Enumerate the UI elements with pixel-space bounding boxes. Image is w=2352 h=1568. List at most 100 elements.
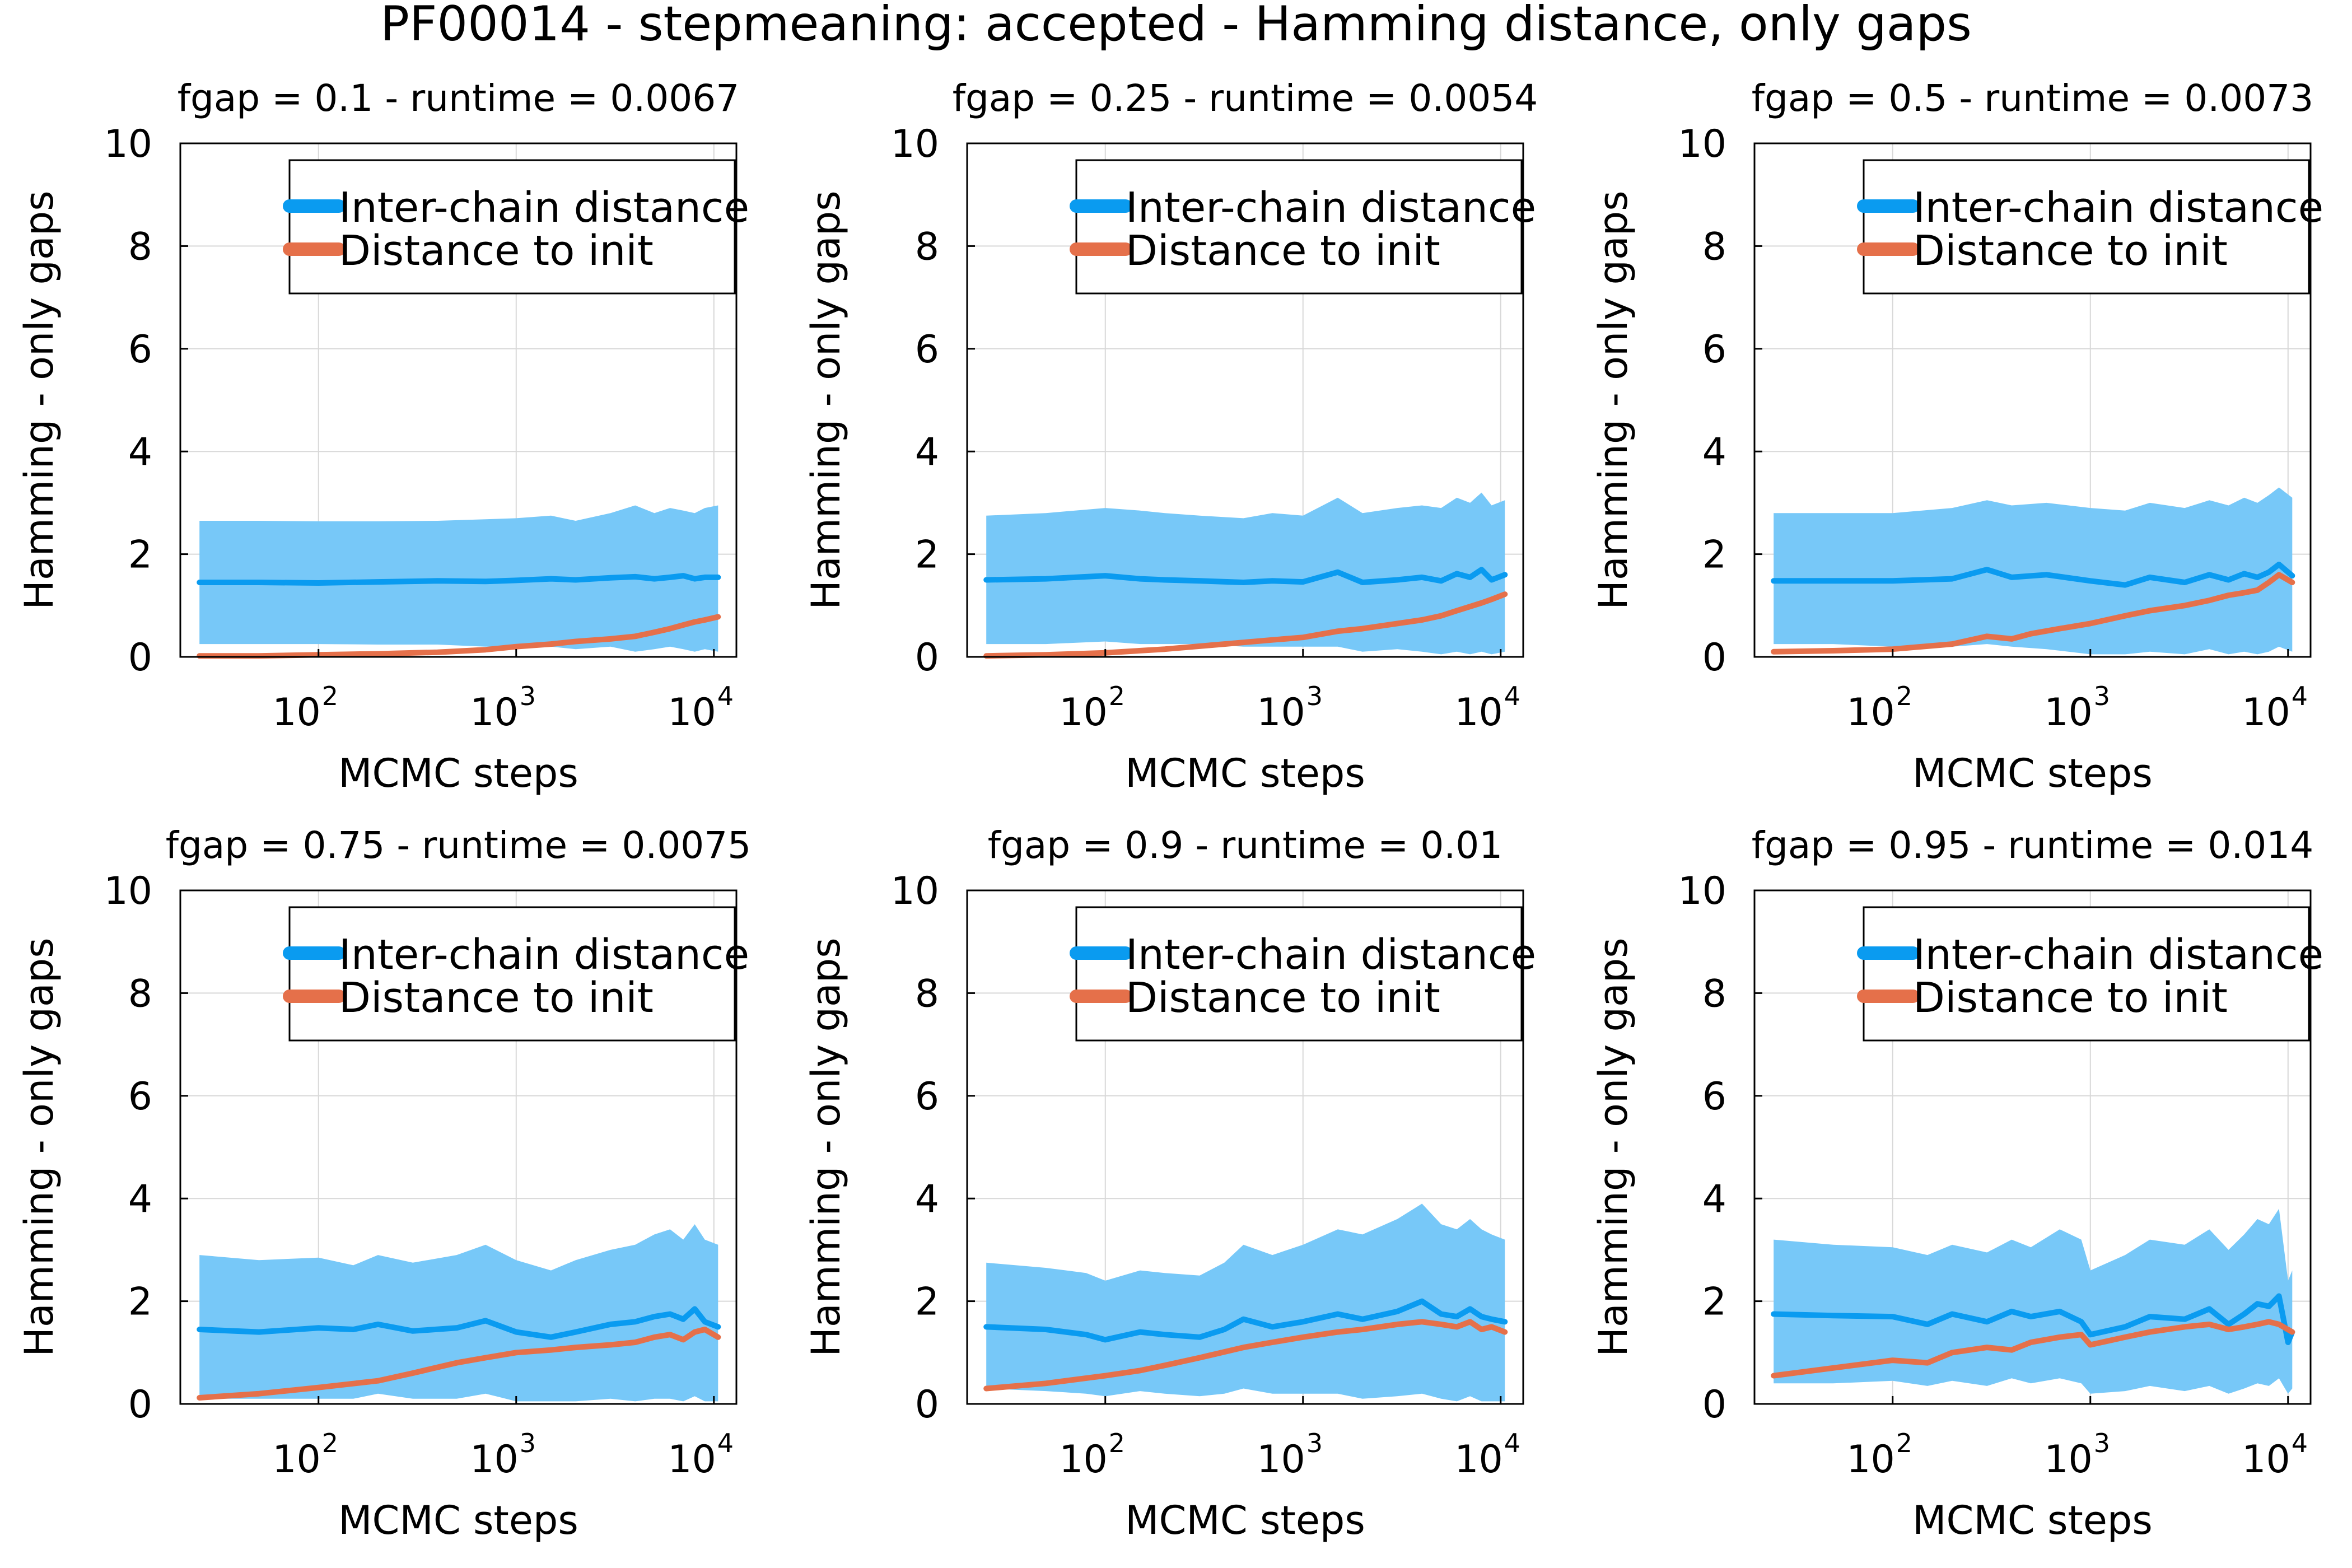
- x-tick-label: 10: [1454, 690, 1503, 735]
- legend-label-inter-chain: Inter-chain distance: [1126, 931, 1536, 979]
- legend-label-inter-chain: Inter-chain distance: [1913, 931, 2323, 979]
- legend-label-inter-chain: Inter-chain distance: [1913, 184, 2323, 232]
- y-tick-label: 0: [1702, 1383, 1726, 1427]
- y-tick-label: 4: [915, 430, 939, 474]
- legend-box: [1075, 906, 1523, 1042]
- distance-to-init-line: [983, 591, 1508, 659]
- x-tick-label: 10: [272, 1438, 321, 1482]
- y-tick-label: 6: [915, 1075, 939, 1119]
- x-tick-label: 10: [668, 690, 716, 735]
- distance-to-init-line: [1771, 1319, 2295, 1379]
- inter-chain-band: [1774, 1208, 2293, 1394]
- x-tick-exponent: 2: [322, 681, 338, 711]
- x-tick-exponent: 4: [2292, 1428, 2308, 1458]
- legend-label-distance-to-init: Distance to init: [339, 974, 654, 1022]
- x-tick-label: 10: [272, 690, 321, 735]
- x-tick-label: 10: [668, 1438, 716, 1482]
- subplot-title: fgap = 0.25 - runtime = 0.0054: [953, 77, 1538, 120]
- y-tick-label: 2: [915, 533, 939, 577]
- y-tick-label: 0: [128, 1383, 152, 1427]
- x-tick-label: 10: [470, 690, 519, 735]
- y-tick-label: 4: [128, 1177, 152, 1221]
- y-tick-label: 0: [915, 636, 939, 680]
- y-axis-label: Hamming - only gaps: [1590, 190, 1636, 609]
- y-tick-label: 10: [104, 122, 152, 166]
- y-tick-label: 6: [915, 328, 939, 372]
- subplot-title: fgap = 0.5 - runtime = 0.0073: [1752, 77, 2314, 120]
- inter-chain-line: [1771, 561, 2295, 588]
- y-tick-label: 0: [1702, 636, 1726, 680]
- legend-label-distance-to-init: Distance to init: [1126, 227, 1440, 275]
- legend-label-distance-to-init: Distance to init: [1913, 974, 2228, 1022]
- distance-to-init-line: [983, 1319, 1508, 1392]
- x-tick-label: 10: [2044, 690, 2093, 735]
- x-tick-label: 10: [1846, 690, 1895, 735]
- x-axis-label: MCMC steps: [1912, 1497, 2153, 1543]
- inter-chain-band: [1774, 487, 2293, 655]
- y-axis-label: Hamming - only gaps: [803, 937, 849, 1356]
- y-tick-label: 2: [915, 1280, 939, 1324]
- x-tick-exponent: 4: [717, 1428, 734, 1458]
- y-tick-label: 6: [1702, 1075, 1726, 1119]
- y-tick-label: 4: [128, 430, 152, 474]
- y-tick-label: 0: [915, 1383, 939, 1427]
- legend-label-inter-chain: Inter-chain distance: [339, 931, 749, 979]
- legend-box: [1863, 906, 2310, 1042]
- x-tick-exponent: 3: [2094, 1428, 2110, 1458]
- x-tick-label: 10: [1059, 1438, 1108, 1482]
- legend-box: [1075, 159, 1523, 295]
- x-tick-label: 10: [2242, 690, 2290, 735]
- plot-frame: [179, 142, 738, 658]
- distance-to-init-line: [1771, 572, 2295, 655]
- y-tick-label: 4: [1702, 430, 1726, 474]
- y-tick-label: 2: [1702, 1280, 1726, 1324]
- y-tick-label: 0: [128, 636, 152, 680]
- x-tick-exponent: 3: [1306, 1428, 1323, 1458]
- x-tick-exponent: 2: [1109, 1428, 1125, 1458]
- y-tick-label: 2: [1702, 533, 1726, 577]
- inter-chain-line: [983, 567, 1508, 585]
- y-axis-label: Hamming - only gaps: [16, 937, 62, 1356]
- plot-frame: [1753, 889, 2312, 1405]
- legend-box: [288, 159, 736, 295]
- inter-chain-line: [197, 573, 721, 586]
- x-tick-exponent: 4: [2292, 681, 2308, 711]
- inter-chain-line: [197, 1306, 721, 1340]
- x-tick-label: 10: [1257, 690, 1305, 735]
- plot-frame: [966, 889, 1524, 1405]
- figure-title: PF00014 - stepmeaning: accepted - Hammin…: [380, 0, 1972, 52]
- y-tick-label: 8: [1702, 972, 1726, 1016]
- x-axis-label: MCMC steps: [338, 1497, 578, 1543]
- distance-to-init-line: [197, 1327, 721, 1401]
- y-tick-label: 6: [1702, 328, 1726, 372]
- x-tick-label: 10: [2044, 1438, 2093, 1482]
- legend-box: [288, 906, 736, 1042]
- y-tick-label: 4: [915, 1177, 939, 1221]
- y-tick-label: 6: [128, 1075, 152, 1119]
- x-tick-label: 10: [2242, 1438, 2290, 1482]
- x-axis-label: MCMC steps: [1912, 750, 2153, 796]
- y-tick-label: 8: [128, 225, 152, 269]
- x-tick-exponent: 3: [520, 1428, 536, 1458]
- x-axis-label: MCMC steps: [1125, 1497, 1365, 1543]
- legend-label-inter-chain: Inter-chain distance: [339, 184, 749, 232]
- inter-chain-line: [1771, 1293, 2295, 1345]
- plot-frame: [966, 142, 1524, 658]
- y-tick-label: 2: [128, 1280, 152, 1324]
- y-tick-label: 8: [1702, 225, 1726, 269]
- inter-chain-band: [199, 1224, 718, 1402]
- legend-label-distance-to-init: Distance to init: [1126, 974, 1440, 1022]
- x-tick-exponent: 3: [1306, 681, 1323, 711]
- x-tick-exponent: 4: [1504, 1428, 1520, 1458]
- y-tick-label: 6: [128, 328, 152, 372]
- y-axis-label: Hamming - only gaps: [803, 190, 849, 609]
- x-tick-label: 10: [1059, 690, 1108, 735]
- y-tick-label: 10: [890, 869, 939, 913]
- y-tick-label: 10: [890, 122, 939, 166]
